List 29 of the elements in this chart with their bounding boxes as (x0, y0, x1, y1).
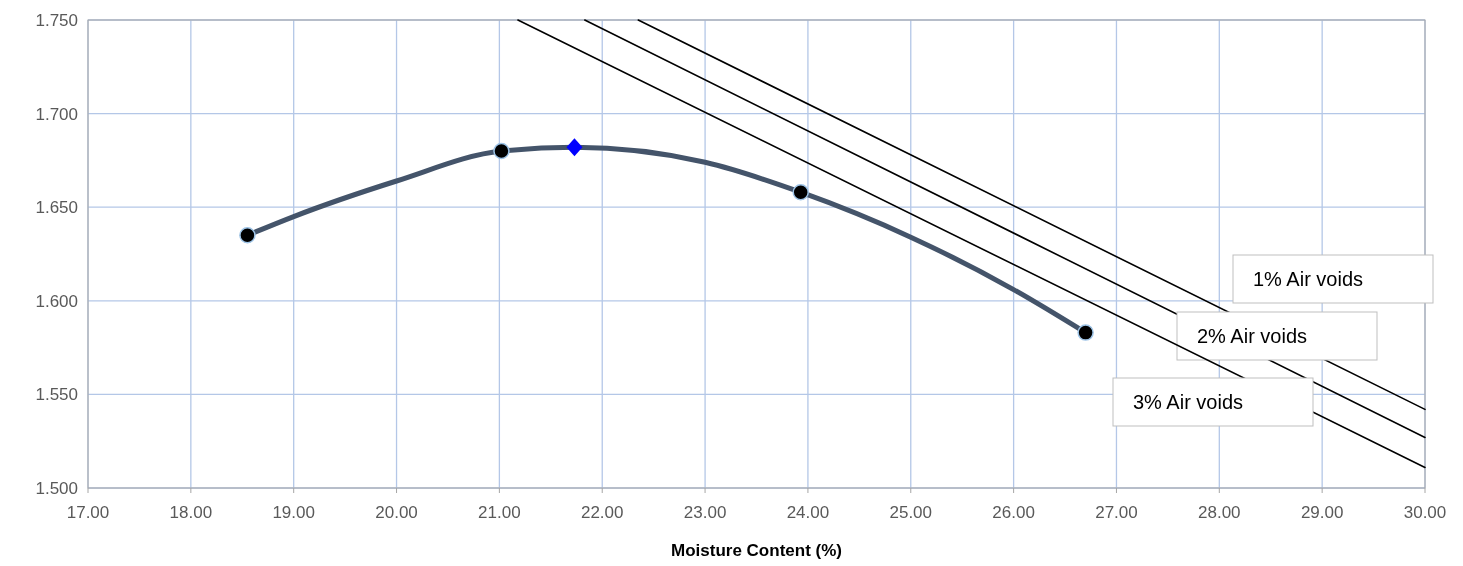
x-tick-label: 28.00 (1198, 503, 1241, 522)
y-tick-label: 1.750 (35, 11, 78, 30)
y-tick-label: 1.600 (35, 291, 78, 311)
point (1077, 324, 1094, 341)
x-tick-label: 23.00 (683, 503, 727, 522)
x-tick-label: 22.00 (580, 503, 624, 522)
x-tick-label: 30.00 (1403, 503, 1447, 522)
x-tick-label: 27.00 (1095, 503, 1138, 522)
x-tick-label: 26.00 (992, 503, 1035, 522)
point (493, 142, 510, 160)
x-axis-title: Moisture Content (%) (671, 541, 842, 560)
x-tick-label: 20.00 (375, 503, 418, 522)
x-tick-label: 18.00 (169, 503, 213, 522)
series-label: 3% Air voids (1133, 391, 1244, 413)
x-tick-label: 24.00 (786, 503, 830, 522)
point (239, 227, 256, 244)
point (792, 183, 809, 201)
y-tick-label: 1.550 (35, 385, 78, 405)
series-label: 1% Air voids (1253, 268, 1364, 290)
x-tick-label: 21.00 (478, 503, 521, 522)
series-label: 2% Air voids (1197, 325, 1308, 347)
y-tick-label: 1.650 (35, 198, 78, 218)
x-tick-label: 19.00 (272, 503, 315, 522)
y-tick-label: 1.500 (35, 479, 78, 498)
y-tick-label: 1.700 (35, 104, 78, 124)
x-tick-label: 29.00 (1300, 503, 1344, 522)
x-tick-label: 17.00 (66, 503, 110, 522)
x-tick-label: 25.00 (889, 503, 933, 522)
point (566, 138, 583, 157)
